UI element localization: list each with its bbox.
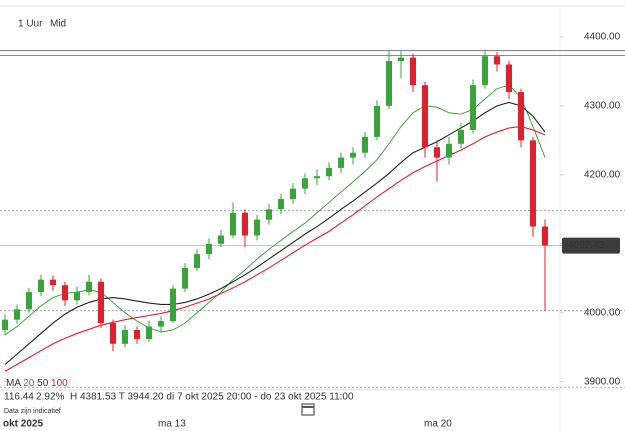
candle-body bbox=[446, 143, 452, 158]
ma-line bbox=[4, 84, 546, 336]
y-tick-label: 4200.00 bbox=[584, 169, 621, 180]
timeframe[interactable]: 1 Uur bbox=[18, 19, 43, 30]
ma-legend: MA 20 50 100 bbox=[6, 378, 68, 389]
candle-body bbox=[362, 136, 368, 153]
candle-body bbox=[302, 178, 308, 189]
ma-line bbox=[4, 101, 546, 365]
candle-body bbox=[254, 219, 260, 236]
last-price-tag bbox=[562, 237, 620, 254]
candle-body bbox=[14, 309, 20, 320]
candle-body bbox=[494, 56, 500, 65]
candle-body bbox=[458, 130, 464, 144]
candle-body bbox=[146, 326, 152, 339]
candle-body bbox=[530, 140, 536, 227]
candle-body bbox=[74, 292, 80, 301]
change-pct: 2.92% bbox=[36, 392, 64, 403]
candle-body bbox=[506, 64, 512, 93]
candle-body bbox=[170, 288, 176, 322]
candle-body bbox=[194, 254, 200, 268]
candle-body bbox=[50, 279, 56, 286]
y-tick-label: 4400.00 bbox=[584, 32, 621, 43]
candle-body bbox=[38, 279, 44, 293]
candle-body bbox=[398, 57, 404, 62]
calendar-icon[interactable] bbox=[301, 403, 315, 416]
range-info: H 4381.53 T 3944.20 di 7 okt 2025 20:00 … bbox=[70, 392, 354, 403]
candle-body bbox=[158, 321, 164, 327]
candle-body bbox=[2, 319, 8, 330]
legend-entry: 100 bbox=[51, 378, 68, 389]
legend-entry: 20 bbox=[23, 378, 35, 389]
candle-body bbox=[422, 85, 428, 148]
candle-body bbox=[482, 56, 488, 86]
candle-body bbox=[242, 212, 248, 236]
candle-body bbox=[542, 226, 548, 246]
candle-body bbox=[314, 176, 320, 179]
legend-indicator: MA bbox=[6, 378, 21, 389]
candle-body bbox=[518, 92, 524, 141]
legend-entry: 50 bbox=[37, 378, 49, 389]
candle-body bbox=[338, 157, 344, 168]
candle-body bbox=[290, 188, 296, 199]
x-tick-label: okt 2025 bbox=[3, 419, 43, 430]
candle-body bbox=[86, 281, 92, 293]
last-price-label: 4097.43 bbox=[568, 240, 605, 251]
candle-body bbox=[98, 281, 104, 324]
candle-body bbox=[62, 285, 68, 301]
candle-body bbox=[134, 330, 140, 339]
y-tick-label: 4300.00 bbox=[584, 101, 621, 112]
candle-body bbox=[206, 243, 212, 255]
candle-body bbox=[410, 57, 416, 86]
candle-body bbox=[218, 235, 224, 244]
y-tick-label: 4000.00 bbox=[584, 307, 621, 318]
calendar-body[interactable] bbox=[301, 403, 315, 416]
candle-body bbox=[182, 267, 188, 289]
candle-body bbox=[26, 292, 32, 310]
candle-body bbox=[350, 152, 356, 158]
candle-body bbox=[230, 212, 236, 236]
candle-body bbox=[434, 147, 440, 158]
candle-body bbox=[278, 198, 284, 210]
candle-body bbox=[266, 209, 272, 220]
candle-body bbox=[110, 323, 116, 344]
x-tick-label: ma 20 bbox=[424, 419, 452, 430]
candle-body bbox=[470, 85, 476, 130]
price-mode[interactable]: Mid bbox=[50, 19, 66, 30]
candle-body bbox=[386, 61, 392, 106]
ma-line bbox=[4, 125, 546, 372]
candle-body bbox=[374, 105, 380, 137]
y-tick-label: 3900.00 bbox=[584, 376, 621, 387]
x-tick-label: ma 13 bbox=[158, 419, 186, 430]
change: 116.44 bbox=[4, 392, 34, 403]
disclaimer: Data zijn indicatief bbox=[4, 408, 61, 415]
candle-body bbox=[326, 167, 332, 177]
candle-body bbox=[122, 330, 128, 344]
